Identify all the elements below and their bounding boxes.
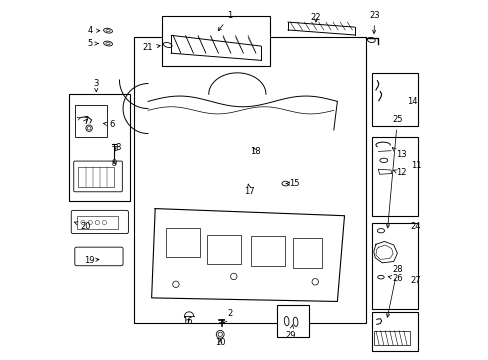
Text: 21: 21 <box>142 43 160 52</box>
Text: 2: 2 <box>223 309 232 323</box>
Ellipse shape <box>103 28 112 33</box>
Text: 10: 10 <box>215 338 225 347</box>
Ellipse shape <box>172 281 179 288</box>
Ellipse shape <box>379 158 387 162</box>
Ellipse shape <box>103 41 112 46</box>
Text: 29: 29 <box>285 325 296 340</box>
Bar <box>75 105 107 137</box>
Ellipse shape <box>102 220 106 225</box>
Text: 18: 18 <box>249 147 260 156</box>
Bar <box>276 305 308 337</box>
Bar <box>371 312 417 351</box>
Ellipse shape <box>293 317 297 327</box>
Bar <box>69 94 130 202</box>
Ellipse shape <box>163 42 172 48</box>
Ellipse shape <box>106 30 110 32</box>
Text: 12: 12 <box>392 168 406 177</box>
Text: 3: 3 <box>93 79 99 92</box>
Bar <box>77 216 118 229</box>
Bar <box>373 331 409 345</box>
FancyBboxPatch shape <box>74 161 122 192</box>
Ellipse shape <box>377 229 384 233</box>
Ellipse shape <box>230 273 237 280</box>
Text: 15: 15 <box>285 179 299 188</box>
Text: 1: 1 <box>218 11 232 31</box>
Text: 17: 17 <box>244 184 255 196</box>
Text: 23: 23 <box>369 11 380 33</box>
Text: 26: 26 <box>387 274 402 283</box>
Bar <box>250 237 285 266</box>
Bar <box>292 238 322 267</box>
Text: 27: 27 <box>410 275 421 284</box>
Bar <box>134 37 365 323</box>
Ellipse shape <box>284 316 288 326</box>
Bar <box>371 73 417 126</box>
Bar <box>162 16 269 66</box>
Text: 22: 22 <box>310 13 321 22</box>
Ellipse shape <box>282 181 288 186</box>
Ellipse shape <box>87 126 91 130</box>
Text: 11: 11 <box>410 161 420 170</box>
Text: 25: 25 <box>386 116 402 228</box>
Ellipse shape <box>218 332 222 337</box>
FancyBboxPatch shape <box>71 210 128 234</box>
Ellipse shape <box>86 125 92 131</box>
Bar <box>206 235 241 264</box>
Ellipse shape <box>81 220 85 225</box>
Ellipse shape <box>88 220 92 225</box>
Text: 16: 16 <box>182 316 192 325</box>
Text: 28: 28 <box>386 265 402 317</box>
Bar <box>78 167 114 187</box>
Text: 7: 7 <box>82 117 88 126</box>
Ellipse shape <box>311 279 318 285</box>
Ellipse shape <box>95 220 99 225</box>
Ellipse shape <box>106 42 110 45</box>
Text: 5: 5 <box>87 39 98 48</box>
Ellipse shape <box>377 275 384 279</box>
Text: 8: 8 <box>115 143 120 152</box>
Text: 9: 9 <box>111 159 117 168</box>
FancyBboxPatch shape <box>75 247 123 266</box>
Text: 24: 24 <box>410 222 420 231</box>
Text: 13: 13 <box>391 148 406 159</box>
Bar <box>371 223 417 309</box>
Ellipse shape <box>216 330 224 338</box>
Text: 6: 6 <box>103 120 115 129</box>
Bar <box>165 228 200 257</box>
Text: 4: 4 <box>87 26 100 35</box>
Ellipse shape <box>366 37 374 42</box>
Text: 14: 14 <box>407 97 417 106</box>
Bar <box>371 137 417 216</box>
Text: 20: 20 <box>74 222 91 231</box>
Text: 19: 19 <box>83 256 99 265</box>
